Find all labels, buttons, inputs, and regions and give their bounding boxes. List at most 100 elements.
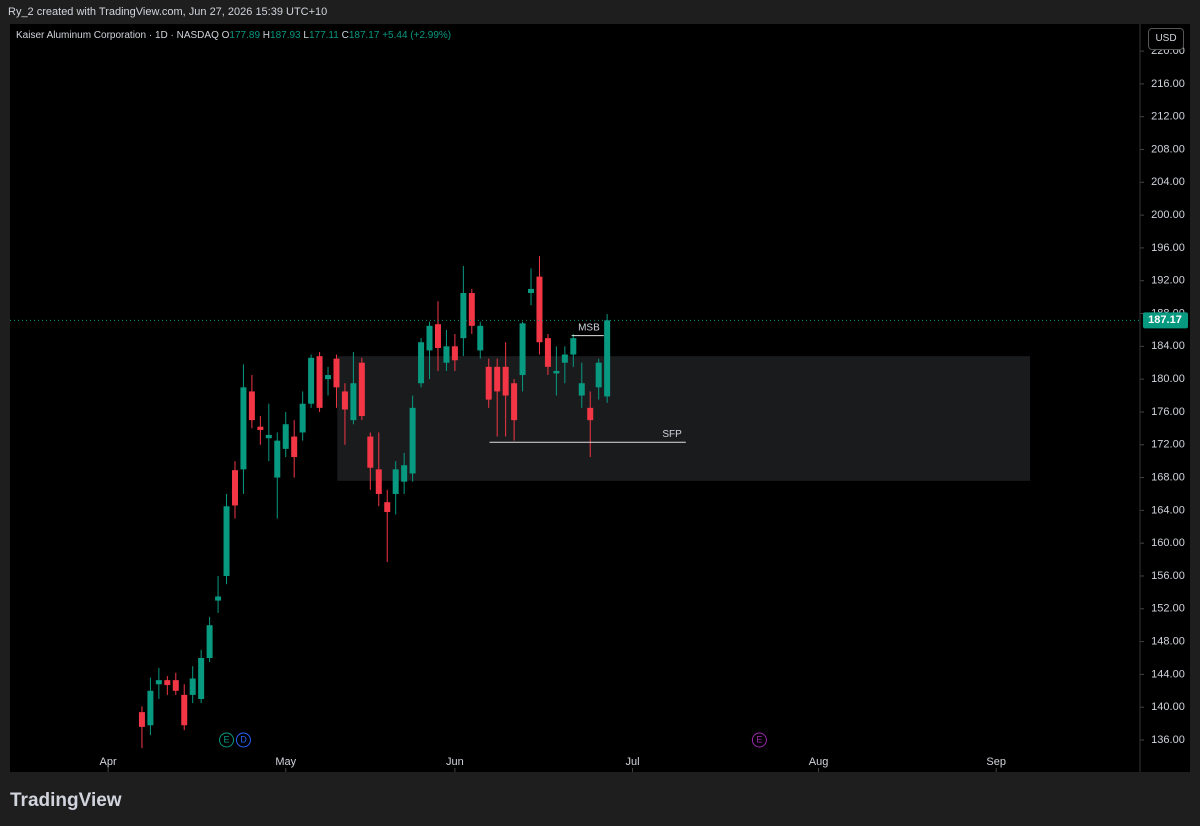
candle-body <box>460 293 467 339</box>
x-tick-label: Sep <box>986 756 1006 768</box>
y-tick-label: 180.00 <box>1151 373 1185 385</box>
candle-body <box>189 678 196 695</box>
candle-body <box>164 680 171 686</box>
x-tick-label: Jun <box>446 756 464 768</box>
event-marker <box>219 732 235 748</box>
x-tick-label: Aug <box>809 756 829 768</box>
event-label: E <box>756 734 762 744</box>
candle-body <box>333 358 340 388</box>
candle-body <box>485 366 492 400</box>
candle-body <box>570 338 577 355</box>
annotation-label: MSB <box>578 322 600 333</box>
y-tick-label: 192.00 <box>1151 275 1185 287</box>
candle-body <box>172 680 179 691</box>
y-tick-label: 172.00 <box>1151 439 1185 451</box>
candle-body <box>316 356 323 408</box>
y-tick-label: 152.00 <box>1151 603 1185 615</box>
candle-body <box>451 346 458 361</box>
ohlc-value: 177.89 <box>229 30 261 41</box>
ohlc: O177.89 H187.93 L177.11 C187.17 <box>222 30 383 41</box>
event-marker <box>751 732 767 748</box>
y-tick-label: 148.00 <box>1151 635 1185 647</box>
top-bar: Ry_2 created with TradingView.com, Jun 2… <box>8 6 328 18</box>
candle-body <box>587 407 594 421</box>
candle-body <box>325 375 332 380</box>
candle-body <box>350 383 357 421</box>
currency-button[interactable]: USD <box>1148 28 1184 50</box>
candle-body <box>502 366 509 396</box>
last-price-box <box>1143 312 1188 329</box>
y-tick-label: 216.00 <box>1151 78 1185 90</box>
ohlc-key: O <box>221 30 230 41</box>
candle-body <box>291 436 298 458</box>
candle-body <box>544 338 551 367</box>
ohlc-key: H <box>262 30 271 41</box>
candle-body <box>595 362 602 388</box>
candle-body <box>198 657 205 700</box>
y-tick-label: 140.00 <box>1151 701 1185 713</box>
candle-body <box>308 357 315 404</box>
candle-body <box>215 596 222 601</box>
candle-body <box>578 383 585 396</box>
y-tick-label: 196.00 <box>1151 242 1185 254</box>
candle-body <box>341 391 348 410</box>
y-tick-label: 212.00 <box>1151 111 1185 123</box>
candle-body <box>248 391 255 421</box>
symbol: Kaiser Aluminum Corporation · 1D · NASDA… <box>16 30 219 41</box>
y-tick-label: 184.00 <box>1151 340 1185 352</box>
event-label: E <box>224 734 230 744</box>
candle-body <box>553 370 560 374</box>
candle-body <box>358 362 365 417</box>
candle-body <box>561 354 568 363</box>
logo: TradingView <box>10 790 122 811</box>
candle-body <box>519 323 526 376</box>
candle-body <box>147 690 154 726</box>
y-tick-label: 176.00 <box>1151 406 1185 418</box>
candle-body <box>528 288 535 294</box>
x-tick-label: May <box>275 756 296 768</box>
annotation-label: SFP <box>662 429 682 440</box>
candle-body <box>274 440 281 478</box>
legend: Kaiser Aluminum Corporation · 1D · NASDA… <box>16 30 451 41</box>
x-tick-label: Apr <box>100 756 117 768</box>
candle-body <box>240 387 247 470</box>
candle-body <box>265 434 272 439</box>
y-tick-label: 156.00 <box>1151 570 1185 582</box>
event-marker <box>235 732 251 748</box>
candle-body <box>401 465 408 482</box>
y-tick-label: 136.00 <box>1151 734 1185 746</box>
candle-body <box>375 469 382 494</box>
candle-body <box>181 694 188 726</box>
y-tick-label: 208.00 <box>1151 143 1185 155</box>
ohlc-key: L <box>303 30 309 41</box>
y-tick-label: 164.00 <box>1151 504 1185 516</box>
candle-body <box>468 293 475 326</box>
candle-body <box>443 346 450 363</box>
y-tick-label: 168.00 <box>1151 471 1185 483</box>
y-tick-label: 160.00 <box>1151 537 1185 549</box>
candle-body <box>434 324 441 348</box>
candle-body <box>231 470 238 506</box>
last-price-label: 187.17 <box>1148 314 1182 326</box>
y-tick-label: 204.00 <box>1151 176 1185 188</box>
y-tick-label: 200.00 <box>1151 209 1185 221</box>
candle-body <box>155 680 162 685</box>
candle-body <box>257 426 264 430</box>
candle-body <box>384 502 391 513</box>
ohlc-key: C <box>341 30 349 41</box>
candle-body <box>511 383 518 421</box>
candle-body <box>392 469 399 494</box>
ohlc-value: 187.93 <box>270 30 301 41</box>
x-tick-label: Jul <box>625 756 639 768</box>
candle-body <box>604 320 611 397</box>
candle-body <box>536 276 543 343</box>
candle-body <box>494 366 501 392</box>
ohlc-value: 187.17 <box>348 30 380 41</box>
y-tick-label: 144.00 <box>1151 668 1185 680</box>
zone <box>337 356 1031 481</box>
candle-body <box>138 712 145 727</box>
candle-body <box>282 424 289 449</box>
candle-body <box>367 436 374 468</box>
